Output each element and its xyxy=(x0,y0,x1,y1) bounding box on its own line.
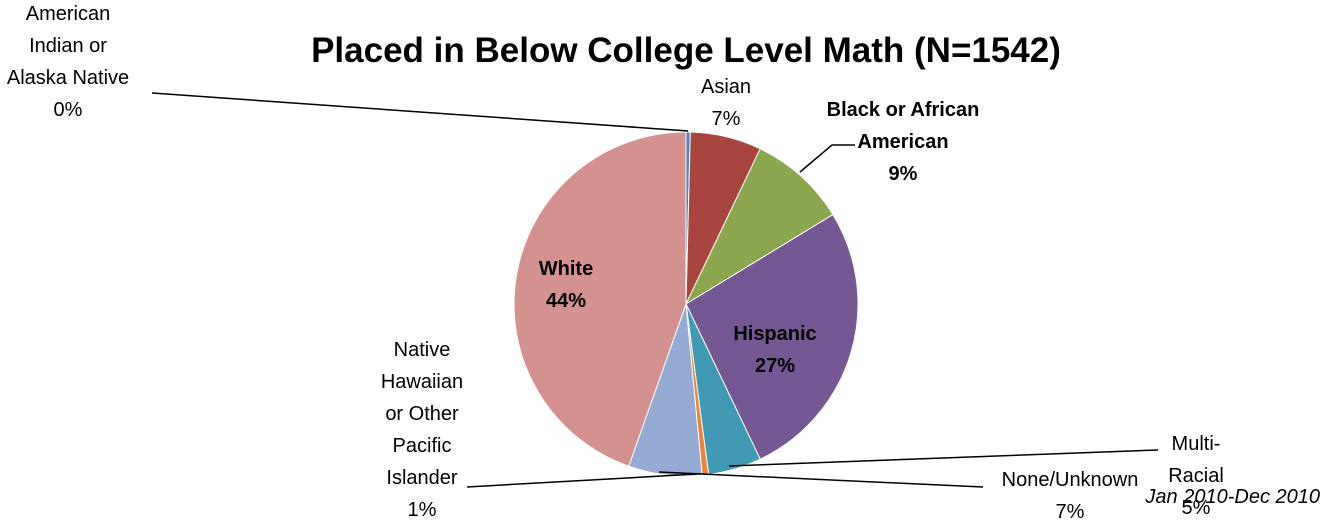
pie-slice xyxy=(513,131,687,467)
chart-title: Placed in Below College Level Math (N=15… xyxy=(311,31,1061,70)
slice-category-label: Alaska Native xyxy=(7,67,129,89)
slice-category-label: Racial xyxy=(1168,465,1224,487)
slice-category-label: Multi- xyxy=(1172,433,1221,455)
pie-slice xyxy=(685,213,859,460)
slice-percent-label: 0% xyxy=(54,99,83,121)
leader-line xyxy=(466,473,698,488)
slice-percent-label: 1% xyxy=(408,499,437,521)
slice-percent-label: 44% xyxy=(546,290,586,312)
slice-category-label: Pacific xyxy=(393,435,452,457)
leader-line xyxy=(728,449,1159,467)
slice-percent-label: 9% xyxy=(889,163,918,185)
slice-category-label: Black or African xyxy=(827,99,980,121)
leader-lines xyxy=(151,92,1159,488)
slice-category-label: White xyxy=(539,258,593,280)
slice-percent-label: 5% xyxy=(1182,497,1211,519)
slice-category-label: Islander xyxy=(386,467,457,489)
slice-percent-label: 7% xyxy=(712,108,741,130)
slice-category-label: Indian or xyxy=(29,35,107,57)
slice-category-label: Native xyxy=(394,339,451,361)
slice-percent-label: 27% xyxy=(755,355,795,377)
pie-slices xyxy=(513,131,859,477)
leader-line xyxy=(658,471,984,488)
slice-category-label: Hispanic xyxy=(733,323,816,345)
slice-category-label: Hawaiian xyxy=(381,371,463,393)
slice-category-label: American xyxy=(857,131,948,153)
slice-category-label: or Other xyxy=(385,403,459,425)
pie-slice xyxy=(684,148,834,306)
slice-category-label: American xyxy=(26,3,110,25)
slice-percent-label: 7% xyxy=(1056,501,1085,521)
slice-category-label: Asian xyxy=(701,76,751,98)
leader-line xyxy=(151,92,689,132)
slice-category-label: None/Unknown xyxy=(1002,469,1139,491)
slice-labels: American Indian or Alaska Native 0% Asian 7% B… xyxy=(7,3,1224,523)
chart-footnote: Jan 2010-Dec 2010 xyxy=(1144,486,1320,508)
leader-line xyxy=(799,144,855,173)
